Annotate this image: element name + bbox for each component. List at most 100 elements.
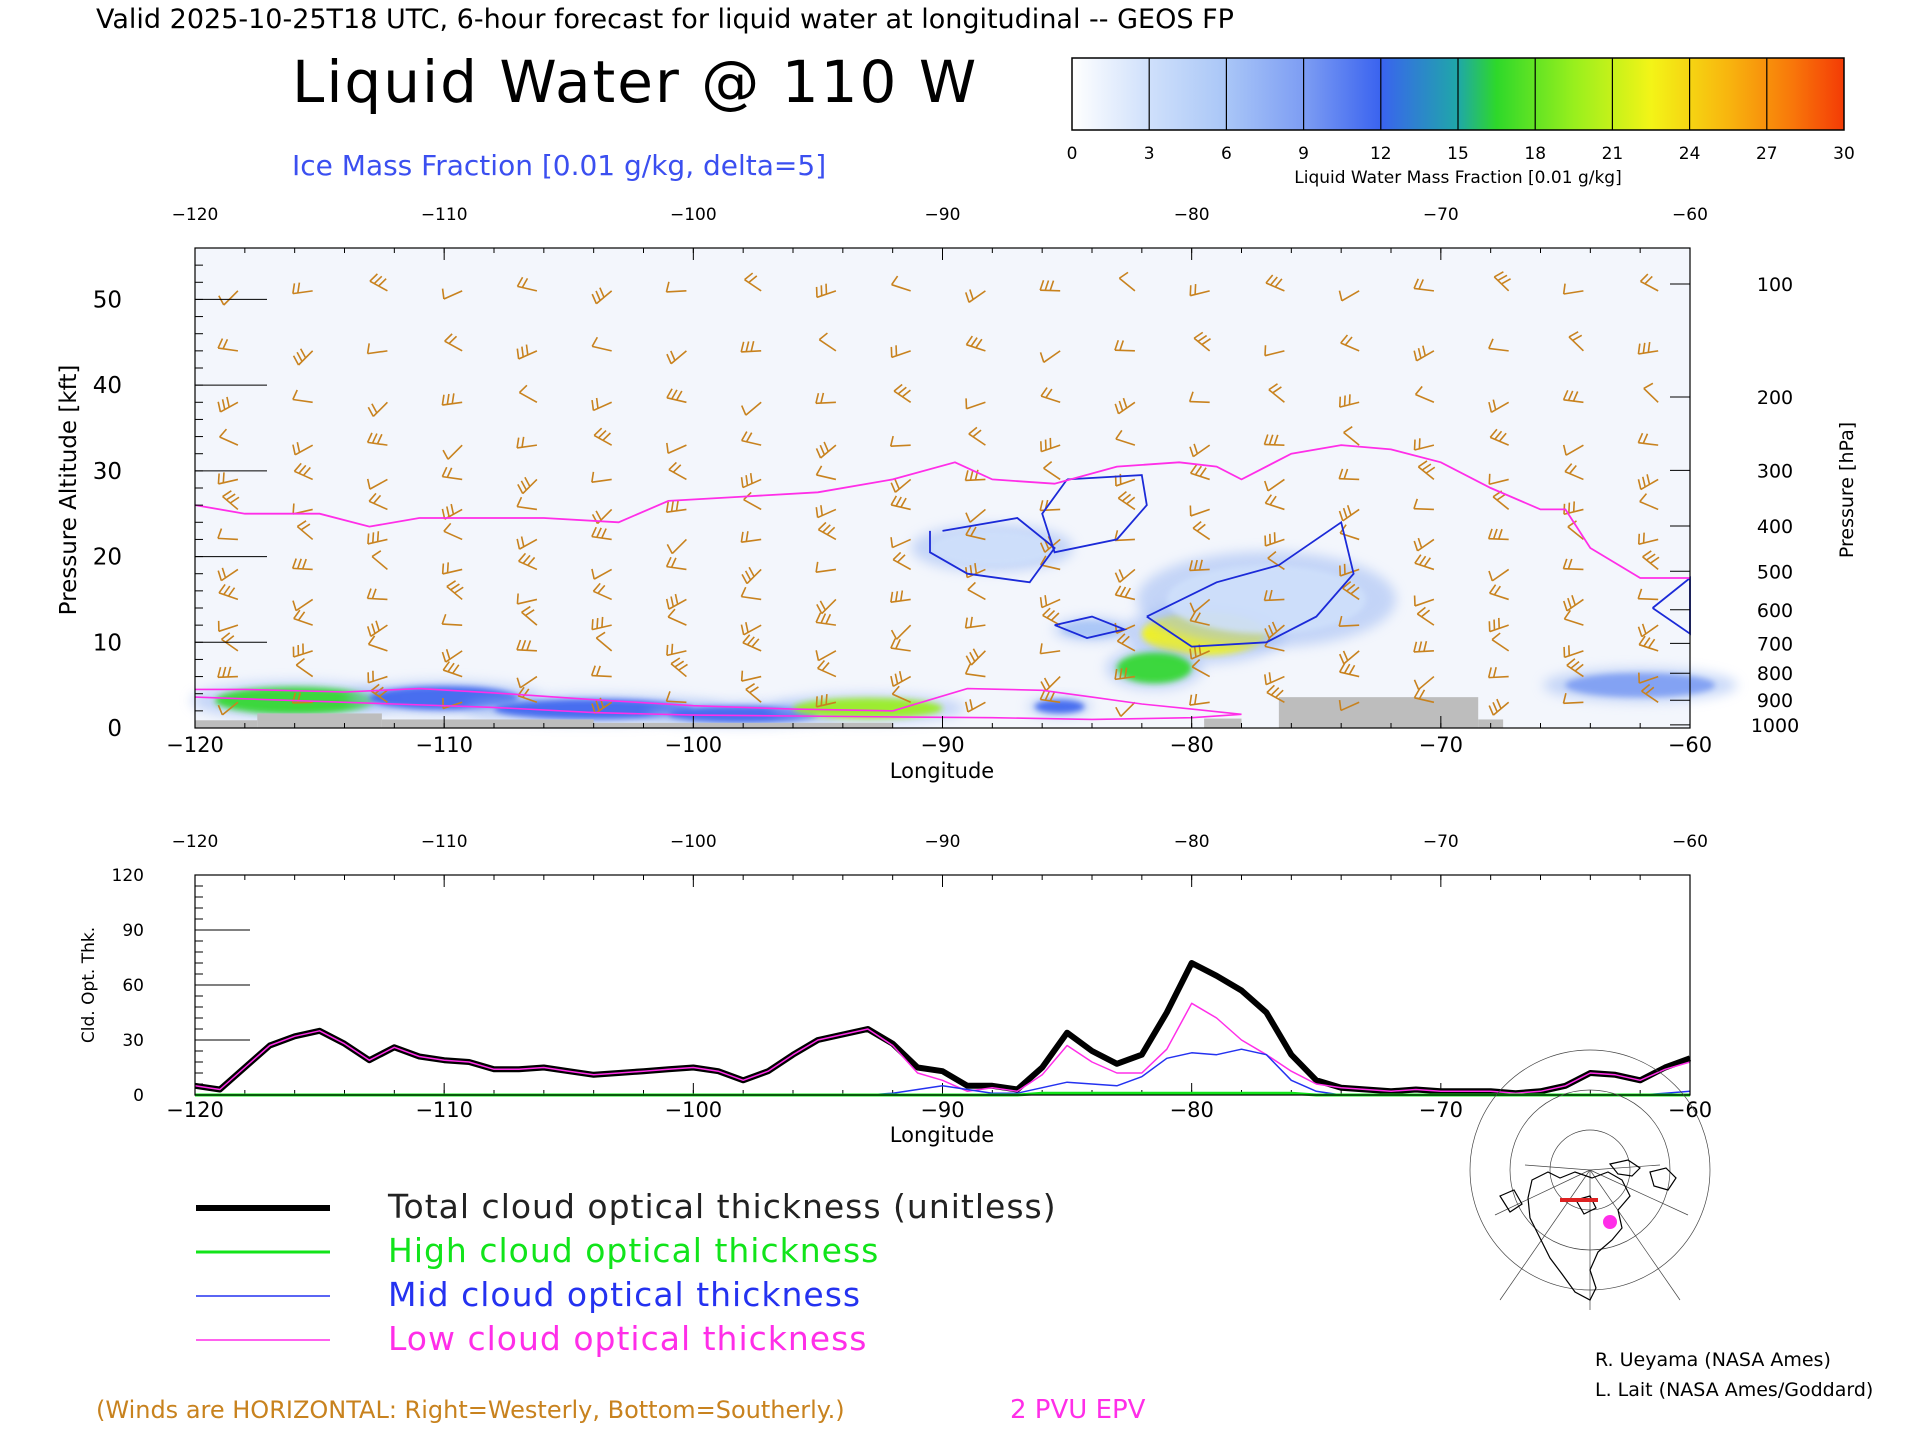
epv-low-contour bbox=[194, 687, 1242, 721]
colorbar-tick-label: 6 bbox=[1221, 144, 1232, 164]
wind-barb bbox=[818, 332, 837, 352]
wind-barb bbox=[1040, 437, 1061, 453]
y-tick-label: 10 bbox=[93, 630, 122, 656]
wind-barb bbox=[1343, 426, 1360, 446]
wind-barb bbox=[1488, 399, 1510, 413]
colorbar-tick-label: 21 bbox=[1602, 144, 1624, 164]
wind-barb bbox=[1562, 283, 1584, 295]
wind-barb bbox=[1043, 461, 1061, 481]
wind-barb bbox=[292, 643, 313, 658]
wind-barb bbox=[666, 442, 687, 455]
y-tick-label: 50 bbox=[93, 287, 122, 313]
wind-barb bbox=[740, 473, 762, 489]
optical-thickness-lines bbox=[194, 960, 1692, 1097]
x-tick-label-top: −100 bbox=[670, 832, 717, 852]
terrain-block bbox=[1278, 697, 1479, 728]
colorbar-tick-label: 0 bbox=[1067, 144, 1078, 164]
optical-thickness-axes: −120 −120 −110 −110 −100 −100 −90 −90 −80 −80 −70 −… bbox=[112, 832, 1713, 1122]
wind-barb bbox=[1267, 551, 1285, 571]
x-tick-label-top: −70 bbox=[1423, 832, 1459, 852]
wind-barb bbox=[1563, 609, 1584, 626]
x-tick-label-top: −60 bbox=[1672, 205, 1708, 225]
wind-barb bbox=[1413, 278, 1435, 292]
wind-barb bbox=[1189, 505, 1210, 517]
wind-barb bbox=[666, 643, 687, 657]
wind-barb bbox=[366, 478, 388, 490]
wind-barb bbox=[1114, 340, 1135, 352]
wind-barb bbox=[816, 598, 837, 615]
wind-barb bbox=[1188, 391, 1210, 404]
wind-barb bbox=[367, 401, 388, 417]
ice-contour bbox=[929, 517, 1056, 584]
wind-barb bbox=[1189, 693, 1210, 706]
wind-barb bbox=[1413, 438, 1435, 451]
terrain-block bbox=[381, 719, 594, 728]
wind-barb bbox=[441, 466, 463, 481]
pressure-tick-label: 400 bbox=[1757, 516, 1793, 538]
colorbar-tick-label: 12 bbox=[1370, 144, 1392, 164]
pressure-label: Pressure [hPa] bbox=[1836, 422, 1858, 558]
wind-barb bbox=[1338, 290, 1360, 302]
wind-barb bbox=[1115, 701, 1136, 717]
wind-barb bbox=[591, 526, 612, 541]
ice-contour bbox=[1054, 615, 1128, 639]
wind-barb bbox=[1562, 389, 1584, 404]
wind-barb bbox=[366, 588, 388, 601]
wind-barb bbox=[366, 620, 388, 637]
wind-barb bbox=[441, 288, 463, 300]
x-tick-label-top: −70 bbox=[1423, 205, 1459, 225]
wind-barb bbox=[1116, 633, 1136, 652]
wind-barb bbox=[516, 593, 538, 605]
wind-barb bbox=[516, 276, 538, 292]
wind-barb bbox=[1263, 589, 1285, 602]
legend-label: Total cloud optical thickness (unitless) bbox=[387, 1187, 1057, 1226]
top-ylabel: Pressure Altitude [kft] bbox=[56, 365, 82, 616]
wind-barb bbox=[1114, 667, 1136, 681]
wind-barb bbox=[1562, 444, 1584, 456]
wind-barb bbox=[516, 536, 538, 550]
wind-barb bbox=[890, 590, 911, 604]
wind-barb bbox=[295, 658, 314, 678]
wind-barb bbox=[1338, 650, 1360, 665]
wind-barb bbox=[366, 432, 388, 446]
wind-barb bbox=[741, 566, 762, 585]
y-tick-label: 90 bbox=[122, 921, 144, 941]
ice-contour bbox=[1146, 520, 1355, 648]
wind-barb bbox=[1413, 675, 1435, 691]
wind-barb bbox=[891, 685, 911, 704]
wind-barb bbox=[1039, 555, 1061, 571]
colorbar-tick-label: 18 bbox=[1524, 144, 1546, 164]
wind-barb bbox=[1342, 581, 1360, 601]
liquid-water-blob bbox=[1166, 565, 1367, 634]
wind-barb bbox=[889, 435, 911, 447]
wind-barb bbox=[1567, 520, 1584, 541]
x-tick-label-top: −80 bbox=[1174, 832, 1210, 852]
colorbar-tick-label: 3 bbox=[1144, 144, 1155, 164]
wind-barb bbox=[1414, 385, 1435, 404]
wind-barb bbox=[1562, 595, 1584, 612]
wind-barb bbox=[367, 670, 388, 684]
wind-barb bbox=[666, 350, 687, 365]
wind-barb bbox=[890, 537, 911, 549]
wind-barb bbox=[1039, 280, 1061, 292]
wind-barb bbox=[1340, 334, 1360, 352]
wind-barb bbox=[1040, 676, 1061, 692]
y-tick-label: 30 bbox=[93, 459, 122, 485]
x-tick-label-top: −90 bbox=[925, 832, 961, 852]
wind-barb bbox=[1192, 521, 1211, 541]
cross-section-axes: −120 −120 −110 −110 −100 −100 −90 −90 −80 −80 −70 −… bbox=[93, 205, 1799, 757]
pressure-tick-label: 600 bbox=[1757, 600, 1793, 622]
legend-label: Mid cloud optical thickness bbox=[388, 1275, 861, 1314]
wind-barb bbox=[217, 528, 238, 541]
wind-barb bbox=[516, 639, 537, 652]
wind-barb bbox=[740, 622, 762, 636]
wind-barb bbox=[296, 520, 314, 541]
wind-barb bbox=[222, 490, 240, 511]
wind-barb bbox=[441, 613, 463, 626]
wind-barb bbox=[1115, 429, 1136, 446]
wind-barb bbox=[665, 281, 687, 293]
x-tick-label: −110 bbox=[415, 733, 473, 757]
wind-barb bbox=[1413, 498, 1434, 511]
wind-barb bbox=[590, 665, 612, 678]
